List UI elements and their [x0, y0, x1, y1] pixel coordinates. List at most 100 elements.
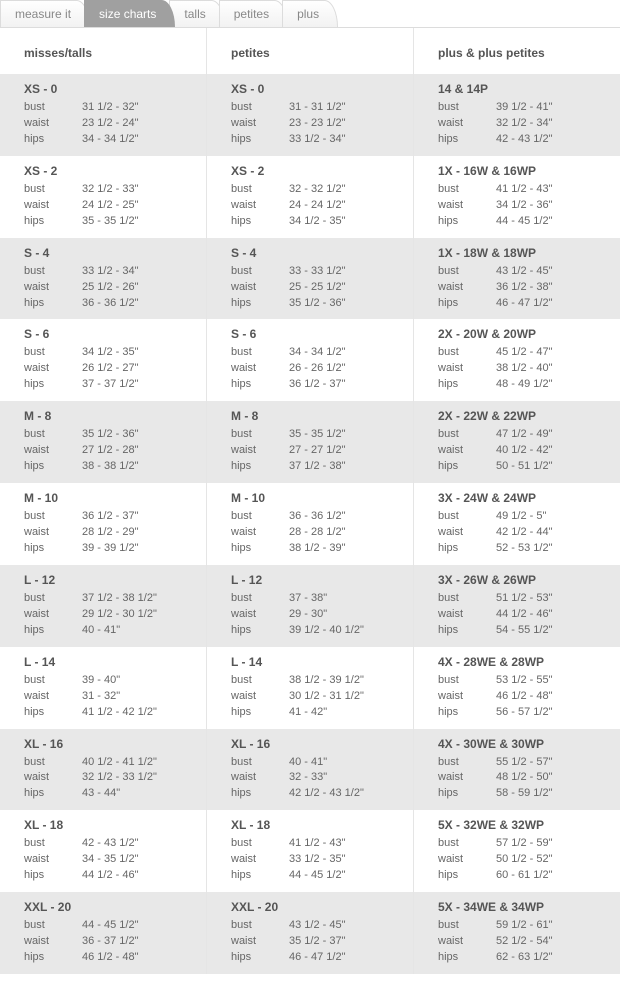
measurement-label: hips: [231, 459, 289, 475]
measurement-label: waist: [438, 607, 496, 623]
measurement-row: waist32 1/2 - 34": [438, 116, 608, 132]
measurement-value: 36 1/2 - 37": [82, 509, 139, 525]
size-block: S - 4bust33 1/2 - 34"waist25 1/2 - 26"hi…: [0, 238, 206, 320]
measurement-label: waist: [438, 689, 496, 705]
size-title: XS - 2: [24, 164, 194, 178]
measurement-row: hips35 1/2 - 36": [231, 296, 401, 312]
size-title: XS - 0: [24, 82, 194, 96]
tab-measure-it[interactable]: measure it: [0, 0, 90, 27]
measurement-row: hips38 1/2 - 39": [231, 541, 401, 557]
measurement-label: hips: [24, 705, 82, 721]
measurement-label: bust: [438, 836, 496, 852]
measurement-label: hips: [231, 132, 289, 148]
measurement-value: 32 1/2 - 34": [496, 116, 553, 132]
measurement-label: waist: [231, 280, 289, 296]
measurement-value: 34 - 34 1/2": [82, 132, 139, 148]
tab-plus[interactable]: plus: [282, 0, 338, 27]
measurement-row: waist23 1/2 - 24": [24, 116, 194, 132]
measurement-label: bust: [438, 100, 496, 116]
tab-talls[interactable]: talls: [169, 0, 224, 27]
measurement-label: hips: [231, 950, 289, 966]
size-title: XL - 16: [24, 737, 194, 751]
measurement-row: waist38 1/2 - 40": [438, 361, 608, 377]
measurement-value: 26 1/2 - 27": [82, 361, 139, 377]
measurement-value: 40 - 41": [289, 755, 327, 771]
measurement-value: 36 - 37 1/2": [82, 934, 139, 950]
measurement-row: waist24 - 24 1/2": [231, 198, 401, 214]
size-title: 4X - 30WE & 30WP: [438, 737, 608, 751]
measurement-row: waist29 - 30": [231, 607, 401, 623]
measurement-value: 48 1/2 - 50": [496, 770, 553, 786]
measurement-row: bust33 - 33 1/2": [231, 264, 401, 280]
measurement-value: 35 1/2 - 37": [289, 934, 346, 950]
measurement-value: 34 - 34 1/2": [289, 345, 346, 361]
measurement-label: hips: [231, 214, 289, 230]
size-block: L - 14bust38 1/2 - 39 1/2"waist30 1/2 - …: [207, 647, 413, 729]
measurement-row: waist48 1/2 - 50": [438, 770, 608, 786]
measurement-value: 51 1/2 - 53": [496, 591, 553, 607]
measurement-value: 45 1/2 - 47": [496, 345, 553, 361]
measurement-value: 39 1/2 - 41": [496, 100, 553, 116]
measurement-row: waist40 1/2 - 42": [438, 443, 608, 459]
size-block: 4X - 30WE & 30WPbust55 1/2 - 57"waist48 …: [414, 729, 620, 811]
size-block: S - 6bust34 1/2 - 35"waist26 1/2 - 27"hi…: [0, 319, 206, 401]
measurement-value: 53 1/2 - 55": [496, 673, 553, 689]
measurement-label: hips: [24, 377, 82, 393]
measurement-label: waist: [231, 934, 289, 950]
measurement-row: hips39 1/2 - 40 1/2": [231, 623, 401, 639]
measurement-label: waist: [24, 934, 82, 950]
measurement-row: bust45 1/2 - 47": [438, 345, 608, 361]
measurement-row: hips43 - 44": [24, 786, 194, 802]
measurement-label: hips: [438, 623, 496, 639]
measurement-label: waist: [24, 116, 82, 132]
size-block: 4X - 28WE & 28WPbust53 1/2 - 55"waist46 …: [414, 647, 620, 729]
measurement-row: waist24 1/2 - 25": [24, 198, 194, 214]
measurement-row: hips60 - 61 1/2": [438, 868, 608, 884]
size-chart-columns: misses/tallsXS - 0bust31 1/2 - 32"waist2…: [0, 28, 620, 994]
measurement-label: bust: [24, 427, 82, 443]
size-column: misses/tallsXS - 0bust31 1/2 - 32"waist2…: [0, 28, 206, 974]
measurement-value: 34 1/2 - 35": [289, 214, 346, 230]
measurement-label: hips: [438, 459, 496, 475]
measurement-row: bust57 1/2 - 59": [438, 836, 608, 852]
measurement-row: waist42 1/2 - 44": [438, 525, 608, 541]
measurement-row: hips44 1/2 - 46": [24, 868, 194, 884]
measurement-label: hips: [231, 786, 289, 802]
measurement-label: hips: [438, 541, 496, 557]
measurement-label: hips: [438, 377, 496, 393]
measurement-label: hips: [24, 541, 82, 557]
size-block: 1X - 18W & 18WPbust43 1/2 - 45"waist36 1…: [414, 238, 620, 320]
size-block: XL - 16bust40 - 41"waist32 - 33"hips42 1…: [207, 729, 413, 811]
measurement-label: bust: [438, 182, 496, 198]
measurement-row: hips38 - 38 1/2": [24, 459, 194, 475]
measurement-row: waist32 - 33": [231, 770, 401, 786]
measurement-row: waist33 1/2 - 35": [231, 852, 401, 868]
size-block: 2X - 22W & 22WPbust47 1/2 - 49"waist40 1…: [414, 401, 620, 483]
measurement-value: 25 1/2 - 26": [82, 280, 139, 296]
measurement-value: 43 - 44": [82, 786, 120, 802]
measurement-label: bust: [438, 673, 496, 689]
measurement-value: 46 - 47 1/2": [496, 296, 553, 312]
measurement-row: bust47 1/2 - 49": [438, 427, 608, 443]
measurement-value: 40 - 41": [82, 623, 120, 639]
measurement-label: hips: [231, 296, 289, 312]
size-title: L - 14: [24, 655, 194, 669]
measurement-value: 35 - 35 1/2": [82, 214, 139, 230]
measurement-label: waist: [438, 116, 496, 132]
measurement-value: 47 1/2 - 49": [496, 427, 553, 443]
measurement-label: bust: [24, 755, 82, 771]
measurement-value: 50 - 51 1/2": [496, 459, 553, 475]
measurement-label: bust: [24, 918, 82, 934]
size-title: M - 8: [24, 409, 194, 423]
tab-label: plus: [297, 7, 319, 21]
tab-petites[interactable]: petites: [219, 0, 288, 27]
measurement-label: bust: [438, 509, 496, 525]
measurement-label: hips: [231, 868, 289, 884]
measurement-label: hips: [231, 377, 289, 393]
size-column: petitesXS - 0bust31 - 31 1/2"waist23 - 2…: [206, 28, 413, 974]
measurement-label: bust: [438, 918, 496, 934]
measurement-value: 44 - 45 1/2": [496, 214, 553, 230]
measurement-label: bust: [231, 673, 289, 689]
measurement-row: bust35 - 35 1/2": [231, 427, 401, 443]
tab-size-charts[interactable]: size charts: [84, 0, 175, 27]
